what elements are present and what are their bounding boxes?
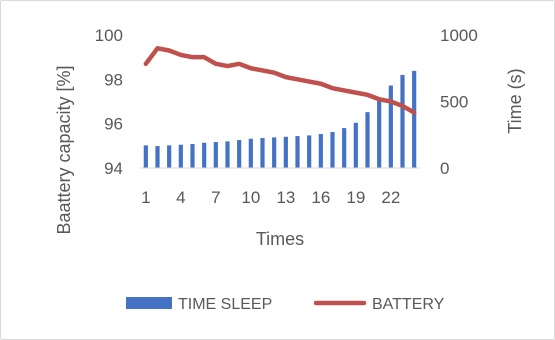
x-tick-label: 22 — [381, 188, 400, 207]
bar-time-sleep-6 — [202, 142, 207, 168]
x-tick-label: 19 — [346, 188, 365, 207]
bar-time-sleep-23 — [400, 74, 405, 168]
bar-time-sleep-14 — [295, 136, 300, 168]
right-axis-ticks: 0 500 1000 — [440, 26, 478, 178]
bar-time-sleep-21 — [377, 98, 382, 168]
left-tick-label: 94 — [104, 159, 123, 178]
bar-time-sleep-20 — [365, 112, 370, 168]
bar-time-sleep-17 — [330, 132, 335, 168]
time-sleep-bars — [143, 70, 417, 168]
x-tick-label: 4 — [176, 188, 185, 207]
bar-time-sleep-16 — [318, 134, 323, 168]
bar-time-sleep-22 — [388, 85, 393, 168]
bar-time-sleep-1 — [143, 145, 148, 168]
legend: TIME SLEEP BATTERY — [126, 296, 445, 313]
bar-time-sleep-5 — [190, 144, 195, 168]
bar-time-sleep-11 — [260, 138, 265, 168]
x-tick-label: 10 — [241, 188, 260, 207]
bar-time-sleep-4 — [178, 144, 183, 168]
left-tick-label: 100 — [95, 26, 123, 45]
bar-time-sleep-8 — [225, 141, 230, 168]
bar-time-sleep-10 — [248, 138, 253, 168]
x-axis-title: Times — [256, 229, 304, 249]
bar-time-sleep-12 — [272, 137, 277, 168]
x-tick-label: 1 — [141, 188, 150, 207]
left-tick-label: 96 — [104, 115, 123, 134]
right-tick-label: 0 — [440, 159, 449, 178]
bar-time-sleep-13 — [283, 136, 288, 168]
bar-time-sleep-9 — [237, 140, 242, 168]
x-axis-ticks: 1 4 7 10 13 16 19 22 — [141, 188, 400, 207]
legend-label-battery: BATTERY — [372, 296, 445, 313]
bar-time-sleep-3 — [167, 145, 172, 168]
bar-time-sleep-15 — [307, 135, 312, 168]
left-axis-ticks: 94 96 98 100 — [95, 26, 123, 178]
legend-swatch-time-sleep — [126, 297, 172, 309]
bar-time-sleep-7 — [213, 142, 218, 168]
bar-time-sleep-18 — [342, 128, 347, 168]
left-axis-title: Baattery capacity [%] — [54, 65, 74, 234]
x-tick-label: 13 — [276, 188, 295, 207]
bar-time-sleep-2 — [155, 146, 160, 168]
legend-label-time-sleep: TIME SLEEP — [178, 296, 272, 313]
bar-time-sleep-19 — [353, 122, 358, 168]
right-tick-label: 500 — [440, 93, 468, 112]
x-tick-label: 16 — [311, 188, 330, 207]
right-axis-title: Time (s) — [505, 68, 525, 133]
battery-line — [143, 46, 417, 115]
bar-time-sleep-24 — [412, 70, 417, 168]
x-tick-label: 7 — [211, 188, 220, 207]
left-tick-label: 98 — [104, 70, 123, 89]
right-tick-label: 1000 — [440, 26, 478, 45]
